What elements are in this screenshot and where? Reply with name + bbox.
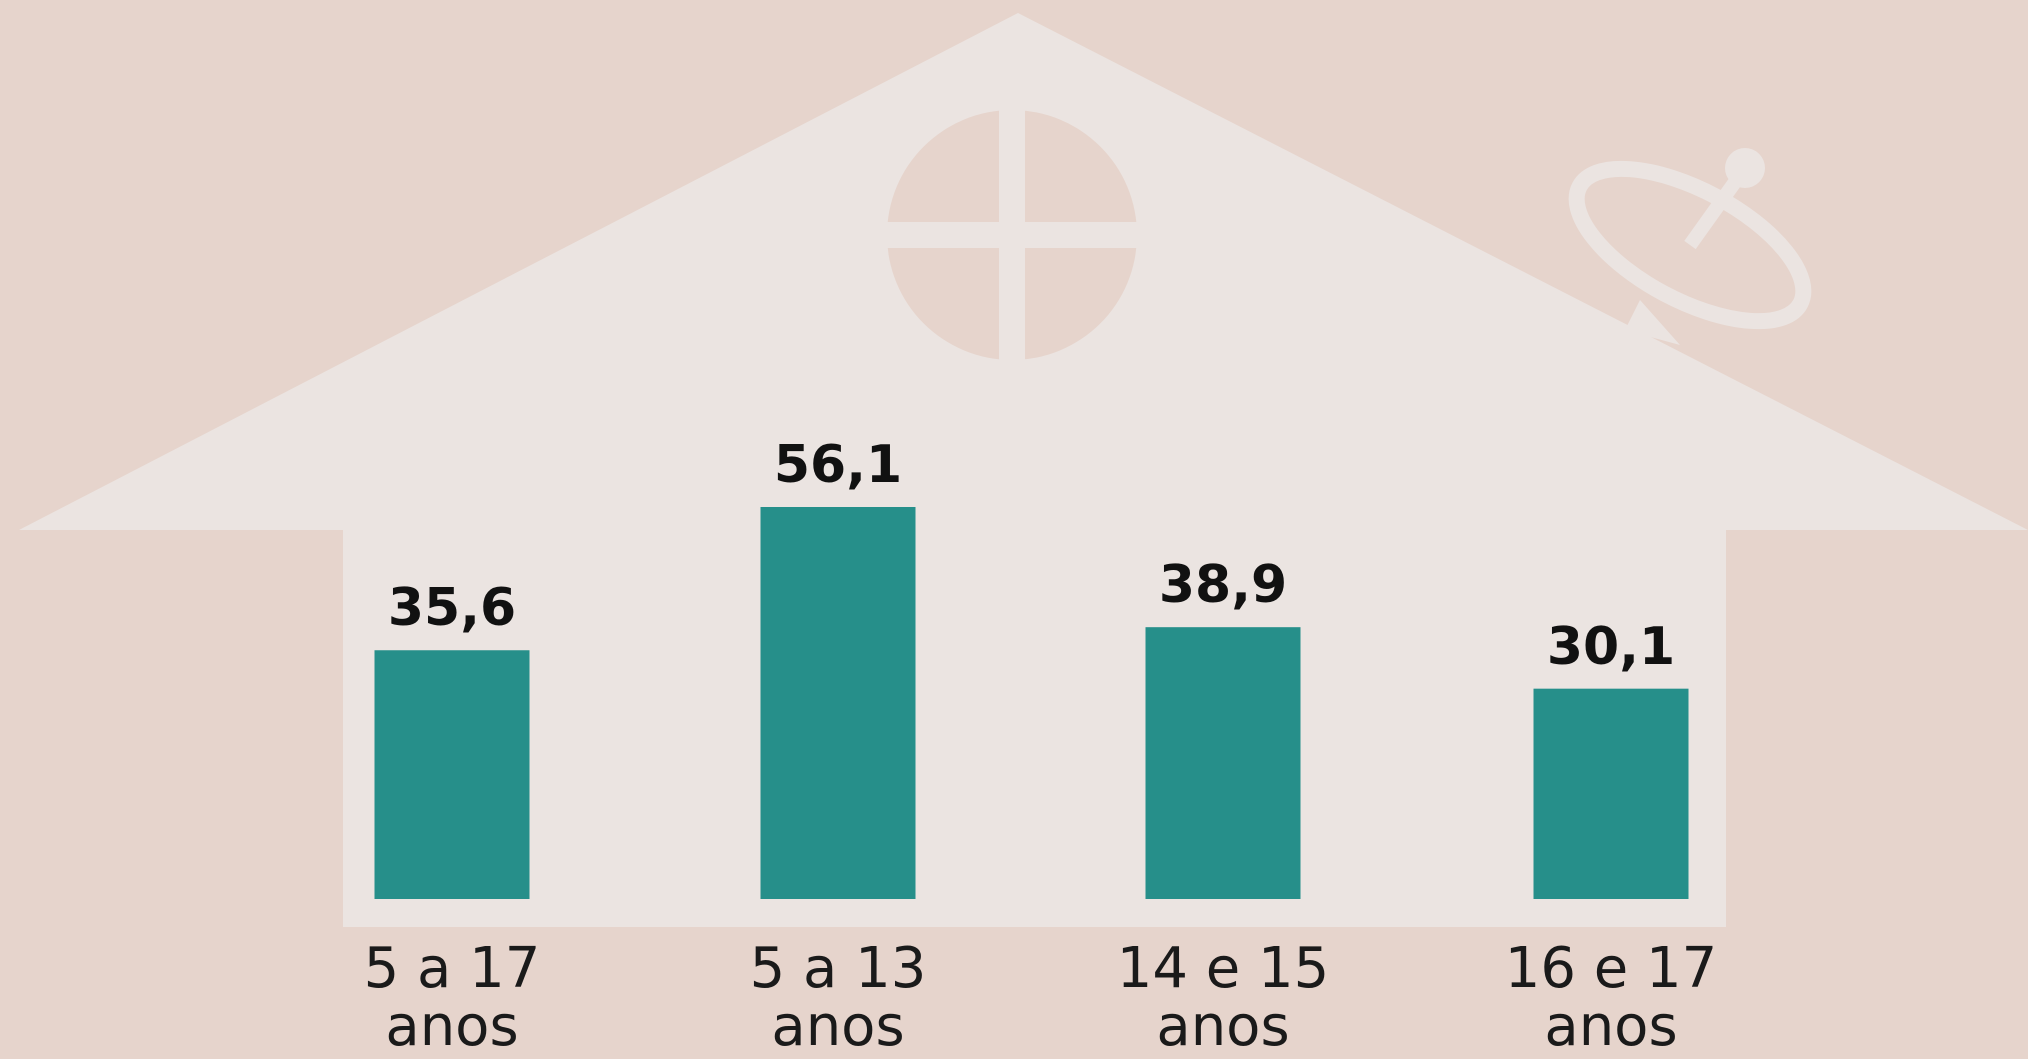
chart [0,0,2028,1051]
x-tick-label: 14 e 15 anos [1098,940,1348,1056]
window-bar [880,222,1144,248]
value-label: 56,1 [713,435,963,495]
value-label: 38,9 [1098,555,1348,615]
value-label: 30,1 [1486,617,1736,677]
x-tick-label: 5 a 17 anos [327,940,577,1056]
bar [1534,689,1689,899]
bar [375,650,530,899]
dish-head [1725,148,1765,188]
x-tick-label: 5 a 13 anos [713,940,963,1056]
value-label: 35,6 [327,578,577,638]
page: {"chart_data": {"type": "bar", "categori… [0,0,2028,1051]
x-tick-label: 16 e 17 anos [1486,940,1736,1056]
house [19,13,2028,927]
bar [1146,627,1301,899]
bar [761,507,916,899]
